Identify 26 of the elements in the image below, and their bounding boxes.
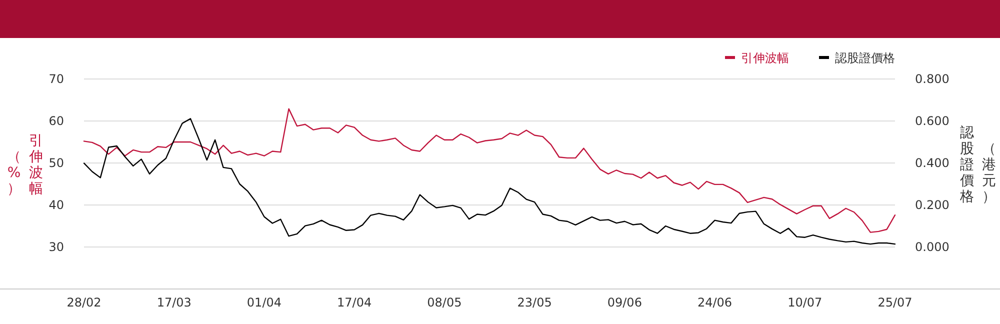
line-series bbox=[83, 108, 896, 233]
legend-label: 引伸波幅 bbox=[741, 51, 789, 65]
x-tick-label: 24/06 bbox=[697, 296, 732, 310]
y-tick-label: 50 bbox=[48, 156, 64, 170]
x-tick-label: 25/07 bbox=[878, 296, 912, 310]
y2-tick-label: 0.800 bbox=[915, 72, 950, 86]
y2-tick-label: 0.600 bbox=[915, 114, 950, 128]
y-tick-label: 40 bbox=[48, 198, 64, 212]
line-series bbox=[83, 118, 896, 245]
y-tick-label: 30 bbox=[48, 240, 64, 254]
y2-tick-label: 0.000 bbox=[915, 240, 950, 254]
y-tick-label: 70 bbox=[48, 72, 64, 86]
y-tick-label: 60 bbox=[48, 114, 64, 128]
x-tick-label: 17/04 bbox=[337, 296, 372, 310]
y2-tick-label: 0.200 bbox=[915, 198, 950, 212]
x-tick-label: 28/02 bbox=[66, 296, 102, 310]
x-tick-label: 10/07 bbox=[788, 296, 822, 310]
x-tick-label: 01/04 bbox=[246, 296, 282, 310]
y2-tick-label: 0.400 bbox=[915, 156, 950, 170]
x-tick-label: 08/05 bbox=[427, 296, 462, 310]
x-tick-label: 17/03 bbox=[156, 296, 192, 310]
text: 認股證價格（港元） bbox=[960, 125, 996, 205]
x-tick-label: 09/06 bbox=[607, 296, 642, 310]
text: 引伸波幅（%） bbox=[7, 133, 43, 197]
legend-label: 認股證價格 bbox=[835, 51, 895, 65]
x-tick-label: 23/05 bbox=[517, 296, 552, 310]
